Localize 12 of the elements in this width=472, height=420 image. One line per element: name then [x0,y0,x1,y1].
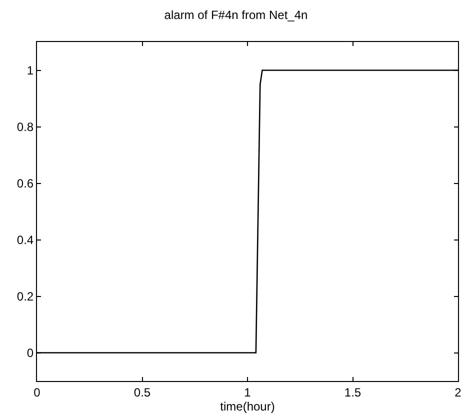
y-tick-label: 0.8 [16,120,34,134]
x-tick-label: 1.5 [344,385,362,400]
x-tick-label: 1 [244,385,252,400]
y-tick-label: 0.4 [16,232,34,247]
x-axis-title: time(hour) [220,399,275,414]
x-tick-label: 0.5 [134,385,151,400]
chart-title: alarm of F#4n from Net_4n [164,8,308,22]
y-tick-label: 1 [26,63,34,78]
y-tick-label: 0.6 [16,176,34,190]
x-tick-label: 2 [454,385,462,400]
y-tick-label: 0 [26,346,34,360]
y-tick-label: 0.2 [16,289,34,304]
